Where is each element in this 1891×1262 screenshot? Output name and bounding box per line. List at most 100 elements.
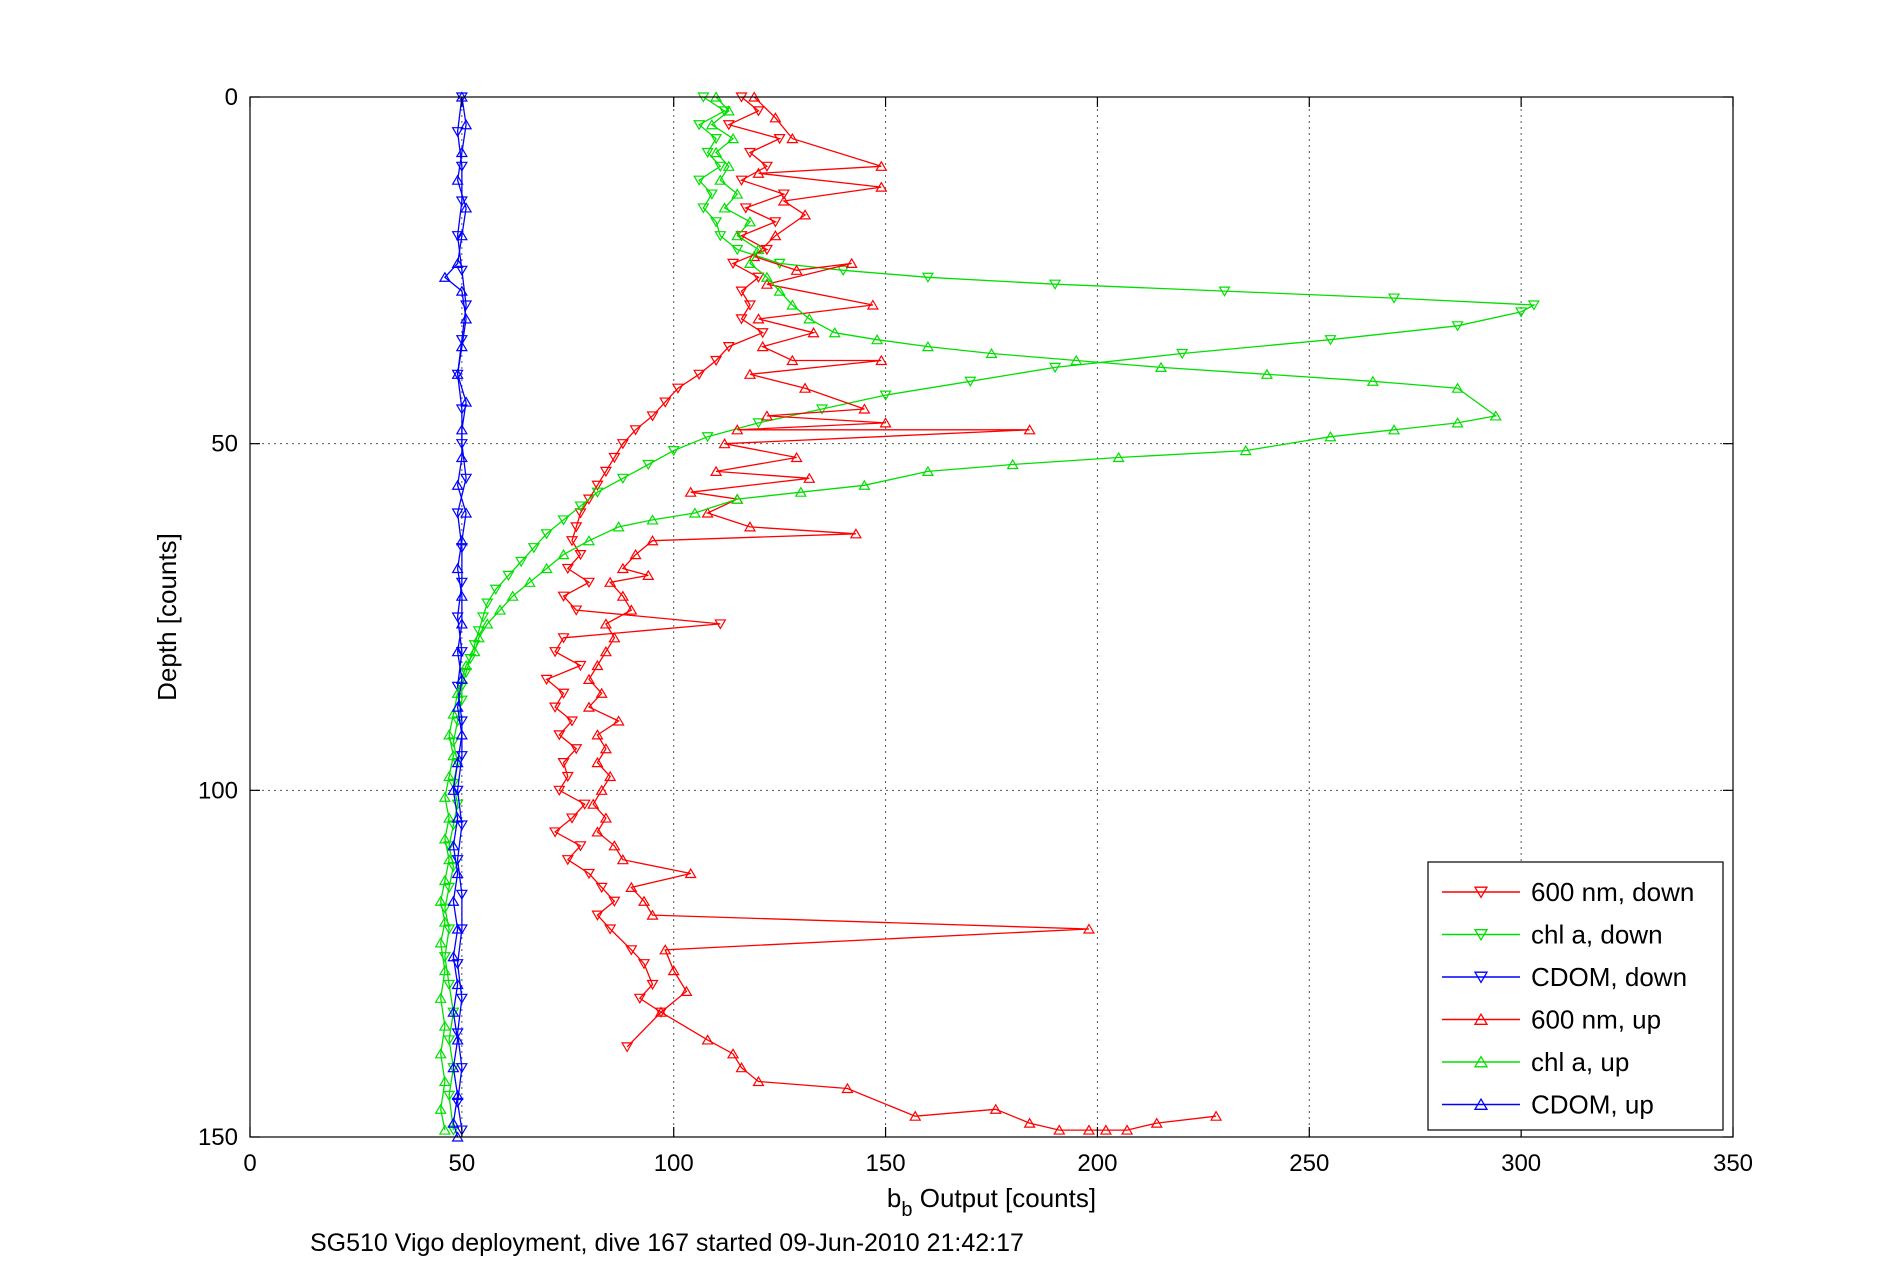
- data-point: [621, 1042, 634, 1053]
- data-point: [769, 229, 782, 241]
- legend-entry: CDOM, up: [1442, 1090, 1654, 1120]
- data-point: [871, 333, 884, 345]
- data-point: [451, 812, 464, 823]
- data-point: [468, 645, 481, 657]
- data-point: [777, 189, 790, 200]
- data-point: [595, 784, 608, 795]
- y-axis-label: Depth [counts]: [152, 533, 182, 701]
- data-point: [680, 985, 693, 996]
- data-point: [849, 528, 862, 539]
- data-point: [1082, 1124, 1095, 1135]
- data-point: [582, 868, 596, 880]
- data-point: [574, 508, 587, 519]
- series-line: [440, 96, 1498, 1131]
- series-chl-a-up: [434, 91, 1502, 1135]
- data-point: [595, 882, 608, 894]
- legend-swatch-marker: [1473, 1097, 1489, 1110]
- data-point: [455, 673, 468, 684]
- legend-label: CDOM, up: [1531, 1090, 1654, 1120]
- data-point: [803, 472, 816, 483]
- data-point: [693, 120, 706, 131]
- data-point: [447, 749, 460, 761]
- data-point: [1515, 307, 1528, 318]
- data-point: [455, 451, 468, 463]
- legend-entry: 600 nm, down: [1442, 877, 1694, 907]
- series-cdom-up: [438, 91, 473, 1142]
- data-point: [460, 473, 473, 485]
- data-point: [447, 895, 460, 906]
- data-point: [625, 881, 638, 892]
- data-point: [1154, 361, 1168, 372]
- data-point: [705, 189, 718, 200]
- data-point: [752, 106, 765, 117]
- data-point: [845, 257, 858, 268]
- data-point: [714, 231, 727, 242]
- data-point: [451, 1034, 464, 1045]
- data-point: [434, 992, 447, 1003]
- data-point: [693, 369, 706, 381]
- data-point: [443, 812, 456, 823]
- data-point: [460, 507, 473, 518]
- data-point: [731, 188, 744, 199]
- data-point: [447, 784, 460, 795]
- legend-entry: 600 nm, up: [1442, 1005, 1661, 1035]
- data-point: [455, 1125, 468, 1136]
- x-tick-label: 100: [654, 1150, 694, 1177]
- legend-entry: CDOM, down: [1442, 962, 1687, 992]
- x-tick-label: 300: [1501, 1150, 1541, 1177]
- data-point: [451, 1028, 464, 1039]
- data-point: [540, 562, 553, 574]
- data-point: [731, 424, 744, 435]
- data-point: [434, 1048, 447, 1059]
- data-point: [591, 826, 604, 837]
- data-point: [549, 647, 562, 658]
- data-point: [434, 895, 447, 906]
- data-point: [489, 584, 502, 595]
- x-tick-label: 150: [866, 1150, 906, 1177]
- legend-entry: chl a, down: [1442, 920, 1663, 950]
- data-point: [786, 132, 799, 144]
- data-point: [527, 543, 540, 554]
- data-point: [553, 785, 566, 797]
- data-point: [799, 209, 812, 220]
- data-point: [455, 535, 468, 546]
- data-point: [451, 231, 464, 242]
- data-point: [434, 1103, 447, 1114]
- plot-area: [434, 91, 1540, 1142]
- data-point: [616, 439, 629, 450]
- data-point: [773, 134, 786, 145]
- data-point: [455, 146, 468, 158]
- data-point: [591, 480, 604, 491]
- data-point: [447, 840, 460, 851]
- series-600-nm-down: [540, 92, 790, 1053]
- data-point: [743, 216, 757, 227]
- data-point: [570, 744, 583, 755]
- data-point: [1451, 382, 1464, 393]
- data-point: [616, 590, 629, 601]
- data-point: [752, 167, 765, 178]
- data-point: [574, 660, 587, 672]
- data-point: [595, 687, 608, 698]
- data-point: [438, 833, 451, 844]
- data-point: [735, 175, 748, 186]
- data-point: [476, 612, 490, 623]
- legend-entries: 600 nm, down chl a, down CDOM, down 600 nm,…: [1442, 877, 1694, 1120]
- data-point: [909, 1110, 922, 1121]
- data-point: [735, 286, 748, 297]
- data-point: [599, 645, 612, 657]
- data-point: [455, 340, 468, 352]
- data-point: [455, 590, 468, 601]
- data-point: [557, 591, 570, 602]
- data-point: [756, 328, 769, 339]
- data-point: [1218, 286, 1231, 297]
- data-point: [481, 598, 494, 609]
- data-point: [667, 446, 680, 457]
- data-point: [455, 229, 468, 241]
- x-axis-label: bb Output [counts]: [887, 1183, 1096, 1221]
- data-point: [629, 548, 642, 560]
- data-point: [591, 659, 604, 671]
- data-point: [642, 569, 655, 580]
- data-point: [443, 853, 456, 865]
- data-point: [616, 473, 629, 485]
- data-point: [638, 895, 651, 906]
